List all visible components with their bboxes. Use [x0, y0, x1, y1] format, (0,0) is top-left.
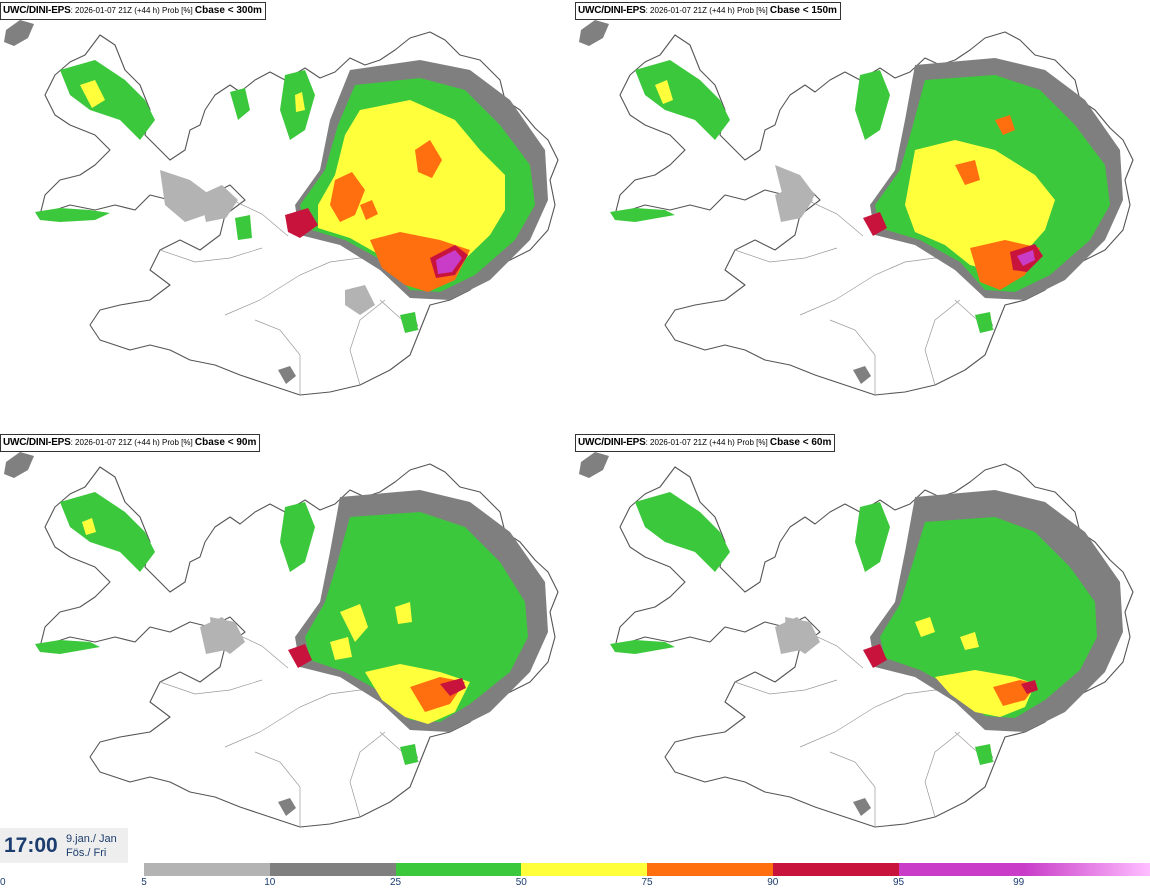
legend-tick-label: 95 [892, 877, 905, 888]
legend-tick-label: 25 [389, 877, 402, 888]
valid-date-line1: 9.jan./ Jan [66, 833, 117, 845]
model-source: UWC/DINI-EPS [3, 5, 71, 16]
legend-tick-label: 10 [264, 877, 276, 888]
panel-title: UWC/DINI-EPS: 2026-01-07 21Z (+44 h) Pro… [575, 2, 841, 20]
map-panel-cbase-90m: UWC/DINI-EPS: 2026-01-07 21Z (+44 h) Pro… [0, 432, 575, 862]
field-label: Cbase < 150m [769, 5, 837, 16]
model-source: UWC/DINI-EPS [578, 5, 646, 16]
legend-tick-label: 75 [641, 877, 653, 888]
field-label: Cbase < 90m [194, 437, 257, 448]
legend-segment [1024, 863, 1150, 876]
legend-tick-label: 50 [515, 877, 527, 888]
run-info: : 2026-01-07 21Z (+44 h) Prob [%] [645, 438, 770, 447]
panel-title: UWC/DINI-EPS: 2026-01-07 21Z (+44 h) Pro… [575, 434, 836, 452]
valid-date-line2: Fös./ Fri [66, 847, 107, 859]
iceland-probability-map [3, 451, 559, 828]
iceland-probability-map [578, 19, 1134, 396]
iceland-probability-map [3, 19, 559, 396]
valid-time-box: 17:00 9.jan./ Jan Fös./ Fri [0, 828, 128, 863]
map-panel-cbase-300m: UWC/DINI-EPS: 2026-01-07 21Z (+44 h) Pro… [0, 0, 575, 430]
valid-date: 9.jan./ Jan Fös./ Fri [66, 832, 117, 860]
model-source: UWC/DINI-EPS [3, 437, 71, 448]
valid-hour: 17:00 [4, 834, 58, 857]
run-info: : 2026-01-07 21Z (+44 h) Prob [%] [70, 6, 195, 15]
map-panel-cbase-150m: UWC/DINI-EPS: 2026-01-07 21Z (+44 h) Pro… [575, 0, 1150, 430]
model-source: UWC/DINI-EPS [578, 437, 646, 448]
iceland-probability-map [578, 451, 1134, 828]
legend-segment [647, 863, 773, 876]
field-label: Cbase < 300m [194, 5, 262, 16]
legend-tick-label: 90 [767, 877, 779, 888]
legend-tick-label: 99 [1013, 877, 1025, 888]
legend-segment [144, 863, 270, 876]
panel-title: UWC/DINI-EPS: 2026-01-07 21Z (+44 h) Pro… [0, 2, 266, 20]
legend-segment [269, 863, 396, 876]
run-info: : 2026-01-07 21Z (+44 h) Prob [%] [645, 6, 770, 15]
color-legend-ticks: 0 5 10 25 50 75 90 95 99 [0, 877, 1150, 891]
legend-segment [772, 863, 899, 876]
field-label: Cbase < 60m [769, 437, 832, 448]
map-panel-cbase-60m: UWC/DINI-EPS: 2026-01-07 21Z (+44 h) Pro… [575, 432, 1150, 862]
panel-title: UWC/DINI-EPS: 2026-01-07 21Z (+44 h) Pro… [0, 434, 261, 452]
legend-segment [395, 863, 522, 876]
color-legend-bar [144, 863, 1150, 876]
legend-segment [898, 863, 1025, 876]
legend-tick-label: 5 [141, 877, 147, 888]
legend-segment [521, 863, 647, 876]
legend-tick-label: 0 [0, 877, 6, 888]
run-info: : 2026-01-07 21Z (+44 h) Prob [%] [70, 438, 195, 447]
